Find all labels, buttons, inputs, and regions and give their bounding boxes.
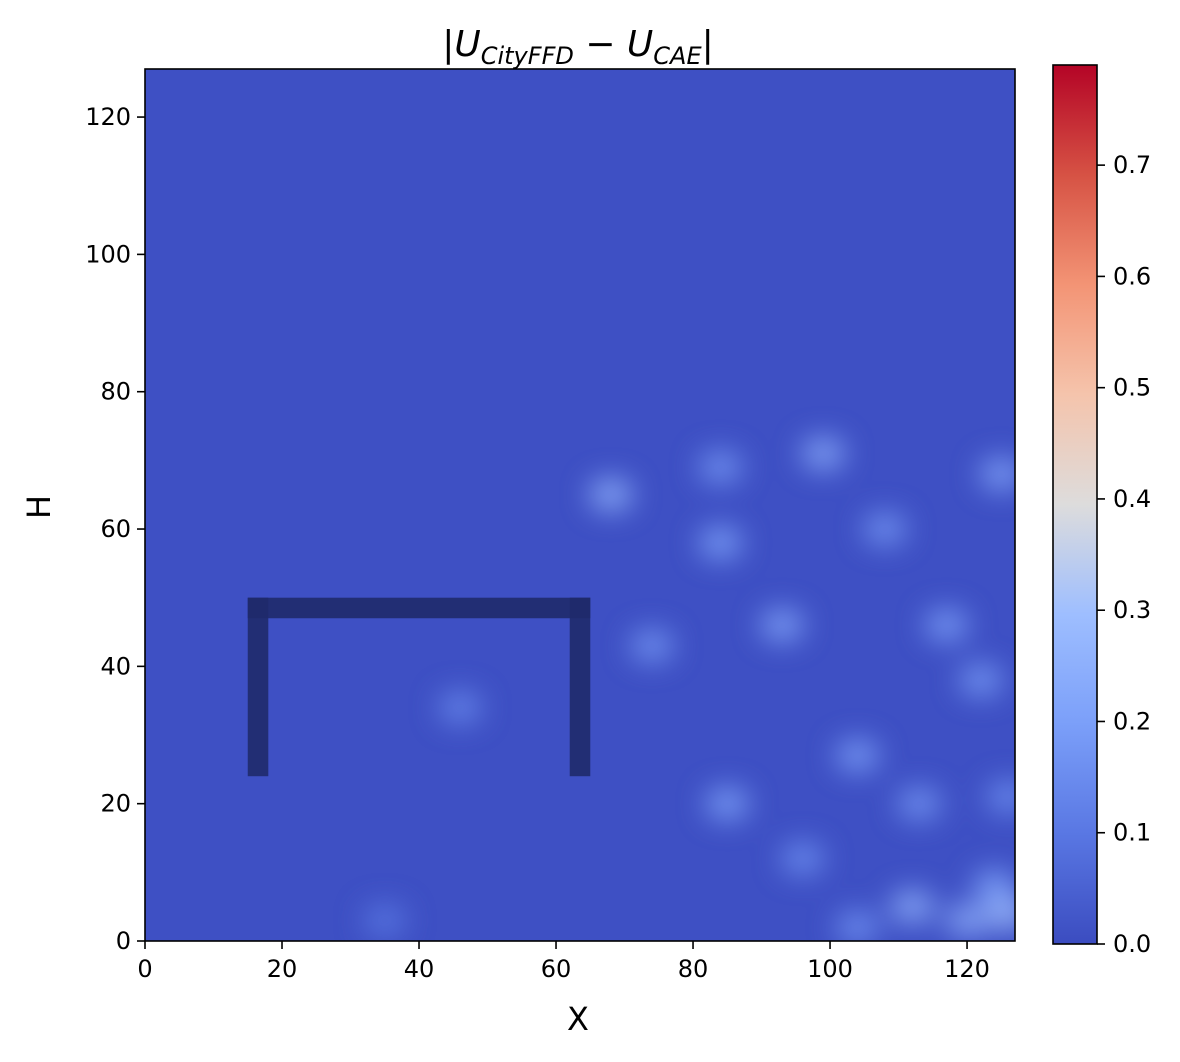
heatmap-feature xyxy=(986,897,1015,930)
y-tick-label: 40 xyxy=(100,652,131,680)
title-sub1: CityFFD xyxy=(481,42,574,70)
colorbar-frame xyxy=(1052,64,1098,945)
colorbar-gradient xyxy=(1053,65,1097,944)
heatmap-feature xyxy=(698,450,743,484)
heatmap-feature xyxy=(630,629,674,663)
y-tick-label: 0 xyxy=(116,927,131,955)
heatmap-features xyxy=(362,437,1015,941)
x-axis-label: X xyxy=(567,1000,589,1038)
colorbar-tick-label: 0.0 xyxy=(1113,930,1151,958)
colorbar: 0.0 0.1 0.2 0.3 0.4 0.5 0.6 0.7 xyxy=(1052,64,1151,958)
building-right-wall xyxy=(569,597,591,777)
heatmap-feature xyxy=(890,890,935,924)
y-tick-label: 100 xyxy=(85,240,131,268)
heatmap-feature xyxy=(945,903,989,937)
building-outline xyxy=(247,597,591,777)
y-axis-ticks: 0 20 40 60 80 100 120 xyxy=(85,103,145,955)
heatmap-feature xyxy=(986,780,1015,814)
heatmap-feature xyxy=(698,526,743,560)
colorbar-tick-label: 0.2 xyxy=(1113,707,1151,735)
x-tick-label: 100 xyxy=(807,955,853,983)
plot-area xyxy=(145,69,1015,941)
x-tick-label: 80 xyxy=(678,955,709,983)
colorbar-tick-label: 0.1 xyxy=(1113,819,1151,847)
heatmap-feature xyxy=(760,608,805,642)
colorbar-tick-label: 0.4 xyxy=(1113,485,1151,513)
plot-frame xyxy=(144,68,1016,942)
title-sub2: CAE xyxy=(653,42,702,70)
chart-title: |UCityFFD − UCAE| xyxy=(442,24,714,70)
colorbar-tick-label: 0.6 xyxy=(1113,262,1151,290)
heatmap-feature xyxy=(979,457,1015,491)
heatmap-feature xyxy=(835,910,880,941)
x-axis-ticks: 0 20 40 60 80 100 120 xyxy=(137,941,990,983)
heatmap-feature xyxy=(958,663,1003,697)
title-u1: U xyxy=(454,24,480,65)
x-tick-label: 40 xyxy=(404,955,435,983)
colorbar-tick-label: 0.7 xyxy=(1113,151,1151,179)
heatmap-feature xyxy=(924,608,969,642)
heatmap-feature xyxy=(588,478,633,512)
colorbar-ticks: 0.0 0.1 0.2 0.3 0.4 0.5 0.6 0.7 xyxy=(1097,151,1151,958)
title-u2: U xyxy=(627,24,653,65)
y-tick-label: 120 xyxy=(85,103,131,131)
heatmap-background xyxy=(145,69,1015,941)
heatmap-feature xyxy=(438,691,483,724)
colorbar-tick-label: 0.3 xyxy=(1113,596,1151,624)
x-tick-label: 120 xyxy=(944,955,990,983)
heatmap-feature xyxy=(862,512,907,546)
heatmap-feature xyxy=(835,739,880,773)
title-bar-open: | xyxy=(442,24,454,65)
heatmap-feature xyxy=(801,437,846,470)
y-tick-label: 80 xyxy=(100,378,131,406)
building-roof xyxy=(247,597,591,619)
y-tick-label: 60 xyxy=(100,515,131,543)
heatmap-feature xyxy=(897,787,942,821)
y-axis-label: H xyxy=(20,495,58,519)
x-tick-label: 20 xyxy=(267,955,298,983)
heatmap-feature xyxy=(780,842,825,876)
title-bar-close: | xyxy=(702,24,714,65)
title-minus: − xyxy=(574,24,627,65)
x-tick-label: 60 xyxy=(541,955,572,983)
heatmap-feature xyxy=(362,903,407,937)
heatmap-feature xyxy=(972,869,1015,903)
building-left-wall xyxy=(247,597,269,777)
y-tick-label: 20 xyxy=(100,790,131,818)
colorbar-tick-label: 0.5 xyxy=(1113,374,1151,402)
heatmap-feature xyxy=(705,787,750,821)
x-tick-label: 0 xyxy=(137,955,152,983)
